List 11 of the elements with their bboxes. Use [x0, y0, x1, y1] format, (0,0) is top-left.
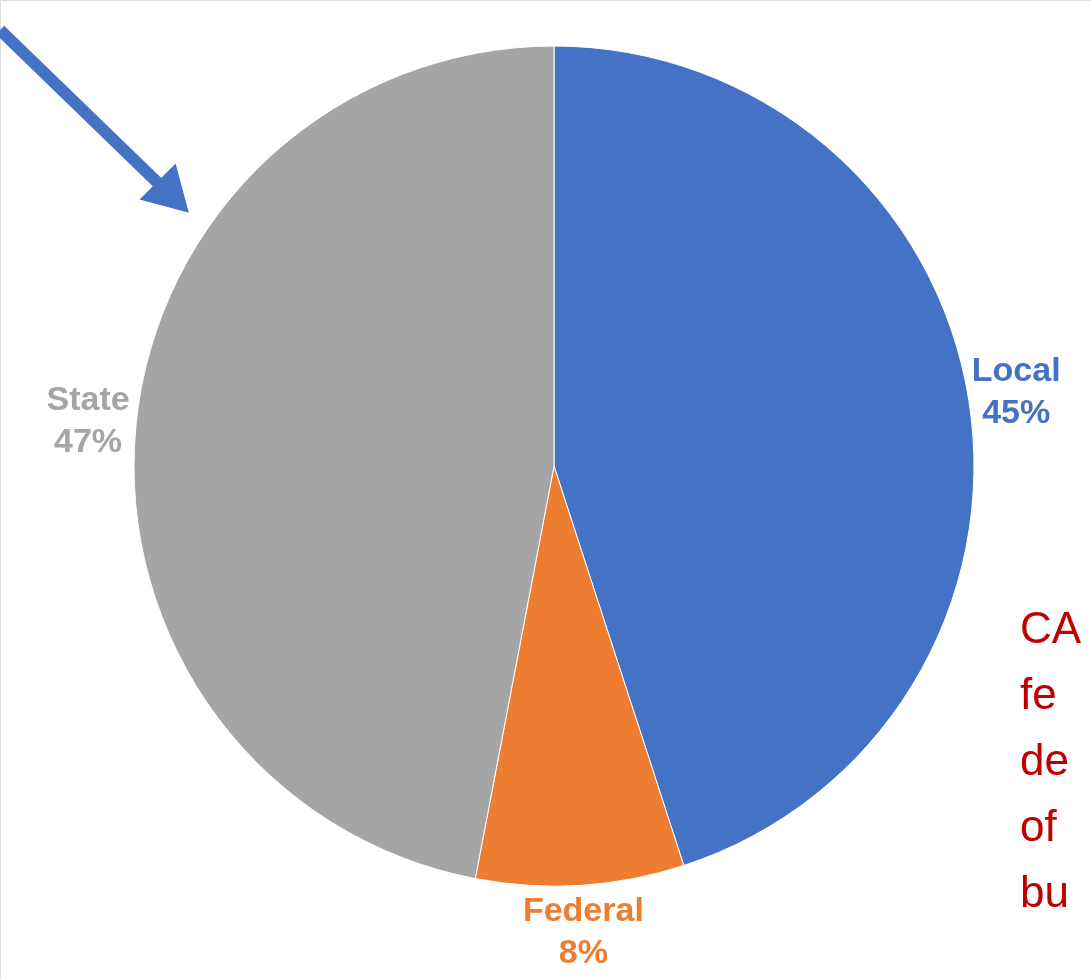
text: fe	[1020, 669, 1057, 718]
text: of	[1020, 801, 1058, 850]
data-label: 45%	[982, 391, 1051, 430]
text: de	[1020, 735, 1069, 784]
text: bu	[1020, 867, 1069, 916]
slice-label: Local	[971, 349, 1061, 388]
data-label: 8%	[558, 932, 608, 971]
data-label: 47%	[54, 420, 123, 459]
slice-label: State	[46, 378, 130, 417]
slice-label: Federal	[522, 890, 644, 929]
text: CA	[1020, 603, 1082, 652]
